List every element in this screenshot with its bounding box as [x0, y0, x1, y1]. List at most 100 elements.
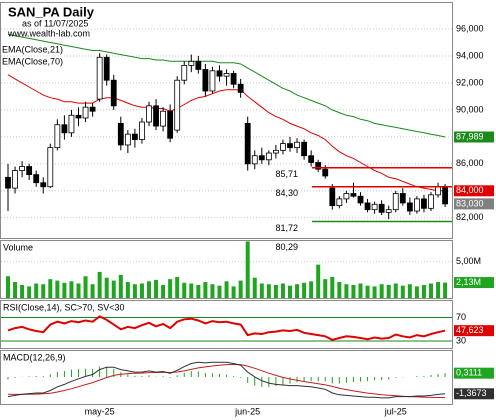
candle-body [61, 124, 68, 134]
volume-bar [245, 241, 250, 298]
volume-bar [365, 285, 370, 298]
level-label: 80,29 [275, 242, 298, 252]
candle-body [124, 133, 131, 146]
volume-bar [238, 280, 243, 298]
candle-body [294, 141, 300, 149]
volume-bar [224, 281, 229, 298]
candle-body [47, 147, 54, 188]
value-box-label: 83,030 [456, 198, 484, 208]
volume-bar [295, 284, 300, 298]
volume-bar [104, 277, 109, 298]
candle-body [315, 162, 322, 170]
value-box-label: 47,623 [456, 325, 484, 335]
ema-line [7, 33, 446, 138]
candle-body [19, 166, 26, 171]
plot [5, 33, 452, 223]
candle-body [188, 60, 195, 66]
volume-bar [210, 284, 215, 298]
candle-body [139, 121, 145, 140]
y-tick-label: 70 [456, 312, 466, 322]
candle-body [301, 141, 308, 157]
candle-body [244, 122, 251, 165]
candle-body [336, 198, 343, 207]
volume-bar [393, 283, 398, 298]
indicator-line [7, 361, 446, 399]
candle-body [75, 114, 82, 119]
volume-bar [118, 274, 123, 298]
volume-bar [147, 281, 151, 298]
volume-bar [288, 285, 292, 298]
ema-line [7, 74, 446, 192]
candle-body [216, 70, 223, 77]
candle-body [54, 124, 61, 149]
volume-bar [55, 280, 60, 298]
candle-body [350, 193, 357, 197]
volume-bar [48, 279, 53, 298]
volume-bar [196, 284, 201, 298]
volume-bar [217, 285, 222, 298]
value-box-label: 0,3111 [456, 368, 482, 378]
value-box [454, 388, 494, 400]
candle-body [364, 202, 371, 211]
candle-body [421, 198, 427, 209]
value-box [454, 277, 494, 289]
candle-body [258, 155, 265, 161]
candle-body [385, 209, 392, 213]
volume-bar [6, 276, 10, 298]
volume-bar [69, 281, 74, 298]
candle-body [89, 106, 96, 112]
candle-body [167, 110, 174, 139]
volume-bar [27, 286, 32, 298]
candle-body [343, 193, 350, 200]
value-box-label: -1,3673 [456, 388, 487, 398]
volume-bar [90, 284, 95, 298]
candle-body [160, 110, 167, 127]
volume-bar [407, 284, 412, 298]
volume-bar [273, 284, 278, 298]
volume-bar [34, 283, 39, 298]
candle-body [5, 176, 11, 189]
candle-body [202, 69, 209, 92]
panel-title: Volume [3, 242, 33, 252]
volume-bar [429, 283, 433, 298]
source: www.wealth-lab.com [7, 28, 90, 38]
candle-body [223, 73, 230, 77]
candle-body [181, 64, 188, 81]
macd-panel [0, 350, 453, 405]
candle-body [131, 133, 138, 140]
rsi-panel [0, 300, 453, 349]
value-box [454, 131, 494, 143]
volume-bar [259, 283, 264, 298]
candle-body [110, 79, 117, 107]
volume-bar [111, 280, 116, 298]
candle-body [33, 174, 40, 184]
candle-body [96, 56, 103, 100]
candle-body [195, 60, 202, 70]
candle-body [237, 83, 244, 93]
signal-line [7, 363, 446, 399]
candle-body [272, 149, 279, 154]
volume-bar [323, 279, 328, 298]
volume-bar [182, 282, 187, 298]
value-box [454, 367, 494, 379]
legend-entry: EMA(Close,70) [2, 56, 63, 66]
volume-bar [379, 284, 384, 298]
candle-body [68, 114, 75, 134]
volume-bar [139, 283, 144, 298]
y-tick-label: 96,000 [456, 23, 484, 33]
y-tick-label: 94,000 [456, 50, 484, 60]
volume-panel [0, 240, 453, 299]
candle-body [322, 168, 329, 177]
candle-body [399, 193, 406, 204]
layer: 82,00084,00086,00088,00090,00092,00094,0… [1, 23, 494, 416]
candle-body [117, 122, 124, 146]
volume-bar [414, 286, 419, 298]
volume-bar [203, 282, 208, 298]
volume-bar [436, 282, 441, 298]
volume-bar [330, 276, 335, 298]
value-box-label: 87,989 [456, 131, 484, 141]
level-label: 84,30 [275, 188, 298, 198]
volume-bar [175, 276, 180, 298]
level-label: 81,72 [275, 223, 298, 233]
